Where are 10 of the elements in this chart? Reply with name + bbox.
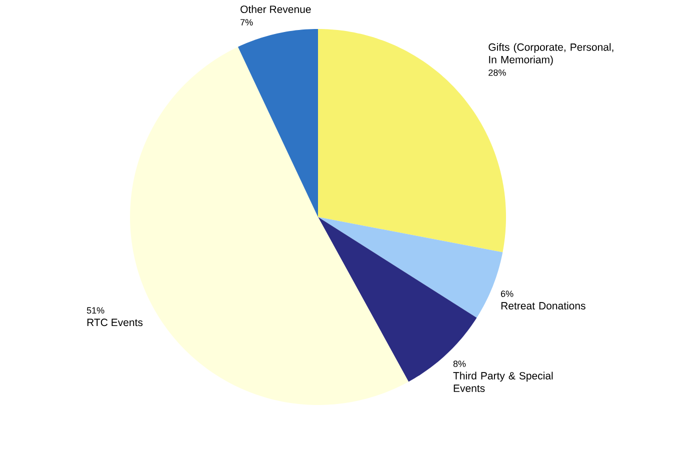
data-label: 28%	[488, 69, 506, 76]
slice-label: Retreat Donations	[501, 302, 586, 310]
data-label: 6%	[501, 290, 514, 297]
data-label: 7%	[240, 19, 253, 26]
slice-label: Third Party & Special Events	[453, 372, 553, 392]
slice-label: RTC Events	[87, 318, 143, 326]
slice-label: Gifts (Corporate, Personal, In Memoriam)	[488, 43, 614, 66]
data-label: 8%	[453, 360, 466, 367]
slice-label: Other Revenue	[240, 5, 311, 14]
data-label: 51%	[86, 307, 104, 314]
